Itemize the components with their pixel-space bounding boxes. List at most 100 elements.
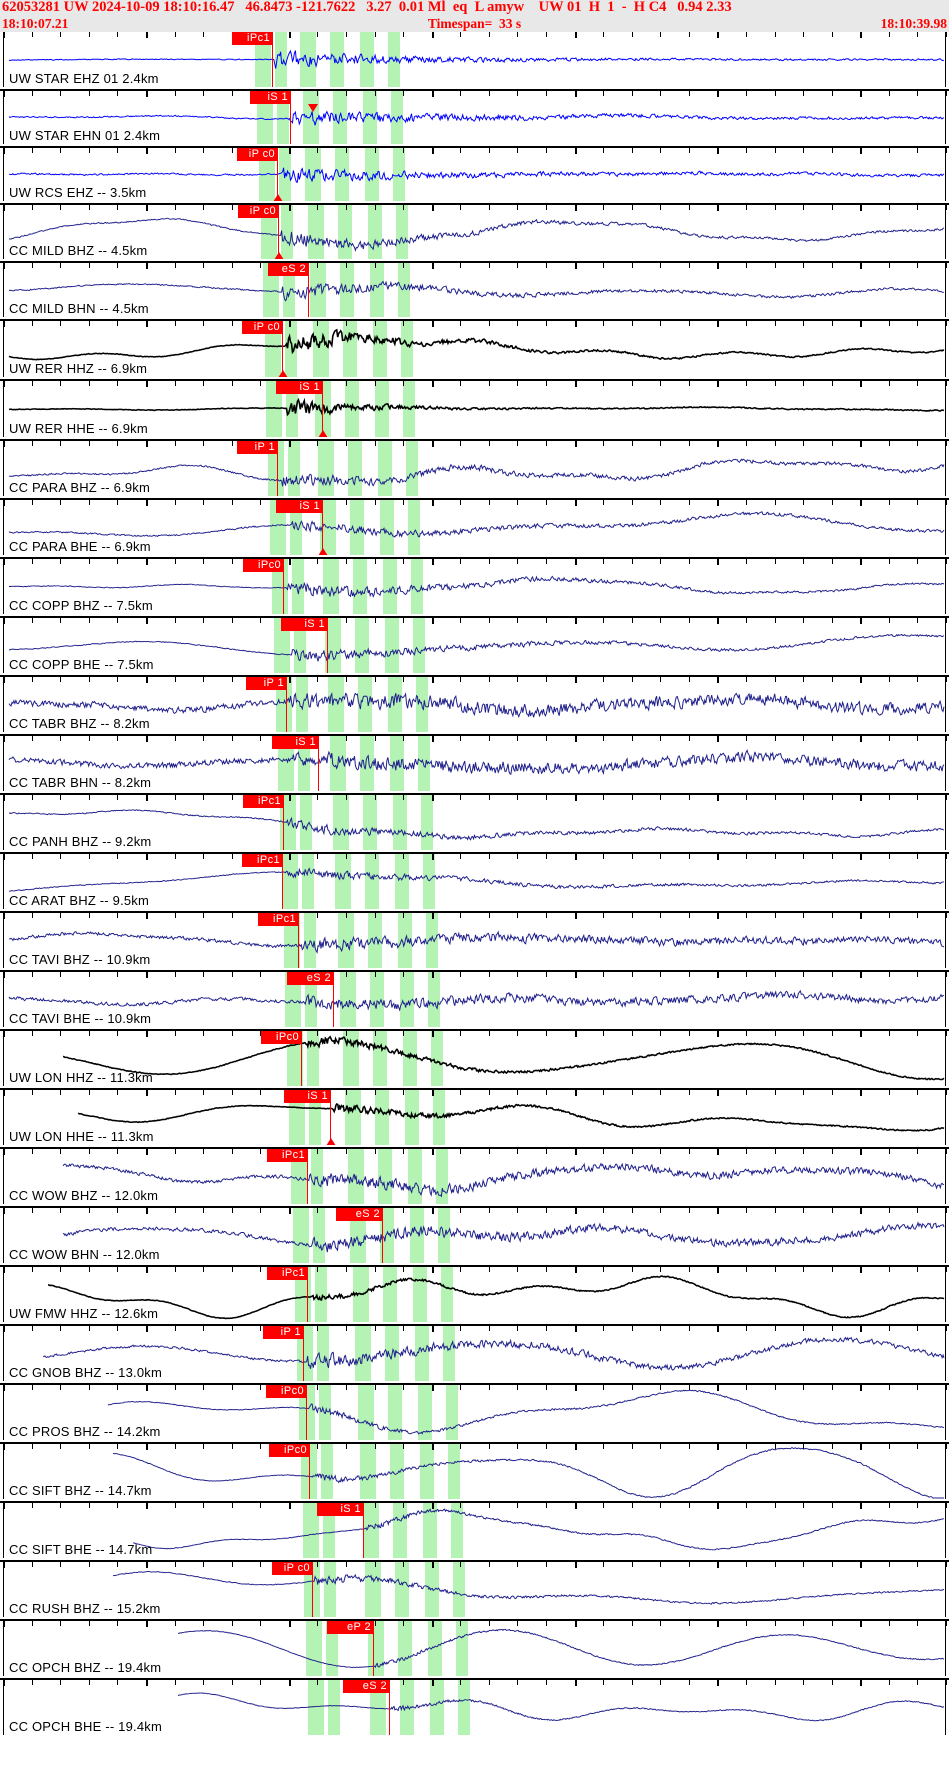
trace-row[interactable]: iPc1CC PANH BHZ -- 9.2km xyxy=(0,793,949,850)
phase-pick-label[interactable]: iS 1 xyxy=(276,381,322,394)
phase-pick-label[interactable]: iP c0 xyxy=(238,205,278,218)
phase-pick-label[interactable]: iPc1 xyxy=(267,1149,307,1162)
phase-pick-label[interactable]: iPc0 xyxy=(269,1444,309,1457)
trace-row[interactable]: iPc1CC WOW BHZ -- 12.0km xyxy=(0,1147,949,1204)
phase-pick-line[interactable] xyxy=(290,91,291,144)
timespan-label: Timespan= 33 s xyxy=(0,15,949,32)
phase-pick-label[interactable]: eS 2 xyxy=(268,263,308,276)
trace-stack: iPc1UW STAR EHZ 01 2.4kmiS 1UW STAR EHN … xyxy=(0,32,949,1778)
phase-pick-line[interactable] xyxy=(309,1444,310,1499)
phase-pick-label[interactable]: iS 1 xyxy=(281,618,327,631)
trace-row[interactable]: iS 1UW STAR EHN 01 2.4km xyxy=(0,89,949,144)
phase-pick-label[interactable]: eS 2 xyxy=(287,972,333,985)
phase-pick-line[interactable] xyxy=(306,1385,307,1440)
trace-row[interactable]: iP c0 CC RUSH BHZ -- 15.2km xyxy=(0,1560,949,1617)
trace-row[interactable]: iPc1CC ARAT BHZ -- 9.5km xyxy=(0,852,949,909)
trace-row[interactable]: iPc1UW STAR EHZ 01 2.4km xyxy=(0,32,949,87)
trace-row[interactable]: iS 1CC PARA BHE -- 6.9km xyxy=(0,498,949,555)
phase-pick-line[interactable] xyxy=(307,1267,308,1322)
phase-pick-label[interactable]: iPc1 xyxy=(242,854,282,867)
phase-pick-line[interactable] xyxy=(327,618,328,673)
phase-pick-label[interactable]: iPc1 xyxy=(243,795,283,808)
phase-pick-label[interactable]: iS 1 xyxy=(284,1090,330,1103)
phase-pick-line[interactable] xyxy=(330,1090,331,1145)
phase-pick-line[interactable] xyxy=(282,854,283,909)
phase-pick-line[interactable] xyxy=(318,736,319,791)
trace-row[interactable]: iP 1 CC TABR BHZ -- 8.2km xyxy=(0,675,949,732)
phase-pick-label[interactable]: iP c0 xyxy=(242,321,282,334)
channel-label: UW RER HHZ -- 6.9km xyxy=(9,362,147,376)
phase-pick-line[interactable] xyxy=(286,677,287,732)
phase-pick-label[interactable]: eS 2 xyxy=(343,1680,389,1693)
channel-label: CC COPP BHE -- 7.5km xyxy=(9,658,154,672)
phase-pick-line[interactable] xyxy=(322,381,323,437)
phase-pick-line[interactable] xyxy=(282,321,283,377)
trace-row[interactable]: iP c0CC MILD BHZ -- 4.5km xyxy=(0,203,949,259)
phase-pick-line[interactable] xyxy=(322,500,323,555)
trace-row[interactable]: iS 1UW RER HHE -- 6.9km xyxy=(0,379,949,437)
phase-pick-line[interactable] xyxy=(283,559,284,614)
phase-pick-line[interactable] xyxy=(363,1503,364,1558)
trace-row[interactable]: iPc1CC TAVI BHZ -- 10.9km xyxy=(0,911,949,968)
phase-pick-label[interactable]: iPc1 xyxy=(267,1267,307,1280)
trace-row[interactable]: iP c0 UW RER HHZ -- 6.9km xyxy=(0,319,949,377)
trace-row[interactable]: iS 1 CC SIFT BHE -- 14.7km xyxy=(0,1501,949,1558)
phase-pick-label[interactable]: iPc1 xyxy=(232,32,272,45)
phase-pick-label[interactable]: iPc0 xyxy=(243,559,283,572)
trace-row[interactable]: eP 2CC OPCH BHZ -- 19.4km xyxy=(0,1619,949,1676)
phase-pick-line[interactable] xyxy=(312,1562,313,1617)
phase-pick-label[interactable]: iP 1 xyxy=(246,677,286,690)
phase-pick-line[interactable] xyxy=(298,913,299,968)
trace-row[interactable]: iPc0CC SIFT BHZ -- 14.7km xyxy=(0,1442,949,1499)
trace-row[interactable]: iP 1 CC PARA BHZ -- 6.9km xyxy=(0,439,949,496)
phase-pick-line[interactable] xyxy=(272,32,273,87)
trace-row[interactable]: iPc0CC COPP BHZ -- 7.5km xyxy=(0,557,949,614)
phase-pick-line[interactable] xyxy=(301,1031,302,1086)
trace-row[interactable]: iP 1CC GNOB BHZ -- 13.0km xyxy=(0,1324,949,1381)
channel-label: CC TABR BHZ -- 8.2km xyxy=(9,717,150,731)
phase-pick-label[interactable]: iP c0 xyxy=(237,148,277,161)
trace-row[interactable]: iPc1UW FMW HHZ -- 12.6km xyxy=(0,1265,949,1322)
event-summary-line: 62053281 UW 2024-10-09 18:10:16.47 46.84… xyxy=(0,0,949,15)
phase-pick-label[interactable]: iP 1 xyxy=(263,1326,303,1339)
phase-pick-label[interactable]: iS 1 xyxy=(272,736,318,749)
channel-label: CC TABR BHN -- 8.2km xyxy=(9,776,151,790)
phase-pick-line[interactable] xyxy=(303,1326,304,1381)
phase-pick-label[interactable]: iPc0 xyxy=(261,1031,301,1044)
phase-pick-line[interactable] xyxy=(277,441,278,496)
phase-pick-line[interactable] xyxy=(278,205,279,259)
channel-label: CC OPCH BHE -- 19.4km xyxy=(9,1720,162,1734)
phase-pick-label[interactable]: iPc1 xyxy=(258,913,298,926)
trace-row[interactable]: iPc0UW LON HHZ -- 11.3km xyxy=(0,1029,949,1086)
phase-pick-label[interactable]: eP 2 xyxy=(327,1621,373,1634)
phase-pick-line[interactable] xyxy=(382,1208,383,1263)
phase-pick-line[interactable] xyxy=(307,1149,308,1204)
phase-pick-label[interactable]: iP c0 xyxy=(272,1562,312,1575)
trace-row[interactable]: eS 2 CC OPCH BHE -- 19.4km xyxy=(0,1678,949,1735)
phase-pick-label[interactable]: iPc0 xyxy=(266,1385,306,1398)
channel-label: CC WOW BHN -- 12.0km xyxy=(9,1248,160,1262)
phase-pick-label[interactable]: iS 1 xyxy=(250,91,290,104)
trace-row[interactable]: eS 2 CC WOW BHN -- 12.0km xyxy=(0,1206,949,1263)
phase-pick-label[interactable]: iS 1 xyxy=(276,500,322,513)
phase-pick-marker xyxy=(278,370,288,377)
phase-pick-line[interactable] xyxy=(373,1621,374,1676)
channel-label: CC SIFT BHE -- 14.7km xyxy=(9,1543,152,1557)
phase-pick-line[interactable] xyxy=(308,263,309,317)
trace-row[interactable]: iS 1UW LON HHE -- 11.3km xyxy=(0,1088,949,1145)
phase-pick-label[interactable]: iP 1 xyxy=(237,441,277,454)
channel-label: CC PARA BHZ -- 6.9km xyxy=(9,481,150,495)
phase-pick-line[interactable] xyxy=(333,972,334,1027)
trace-row[interactable]: eS 2CC TAVI BHE -- 10.9km xyxy=(0,970,949,1027)
trace-row[interactable]: iS 1 CC COPP BHE -- 7.5km xyxy=(0,616,949,673)
channel-label: CC RUSH BHZ -- 15.2km xyxy=(9,1602,161,1616)
channel-label: CC PROS BHZ -- 14.2km xyxy=(9,1425,161,1439)
trace-row[interactable]: iS 1 CC TABR BHN -- 8.2km xyxy=(0,734,949,791)
phase-pick-line[interactable] xyxy=(283,795,284,850)
phase-pick-label[interactable]: iS 1 xyxy=(317,1503,363,1516)
phase-pick-label[interactable]: eS 2 xyxy=(336,1208,382,1221)
trace-row[interactable]: eS 2CC MILD BHN -- 4.5km xyxy=(0,261,949,317)
trace-row[interactable]: iP c0UW RCS EHZ -- 3.5km xyxy=(0,146,949,201)
trace-row[interactable]: iPc0 CC PROS BHZ -- 14.2km xyxy=(0,1383,949,1440)
phase-pick-line[interactable] xyxy=(389,1680,390,1735)
